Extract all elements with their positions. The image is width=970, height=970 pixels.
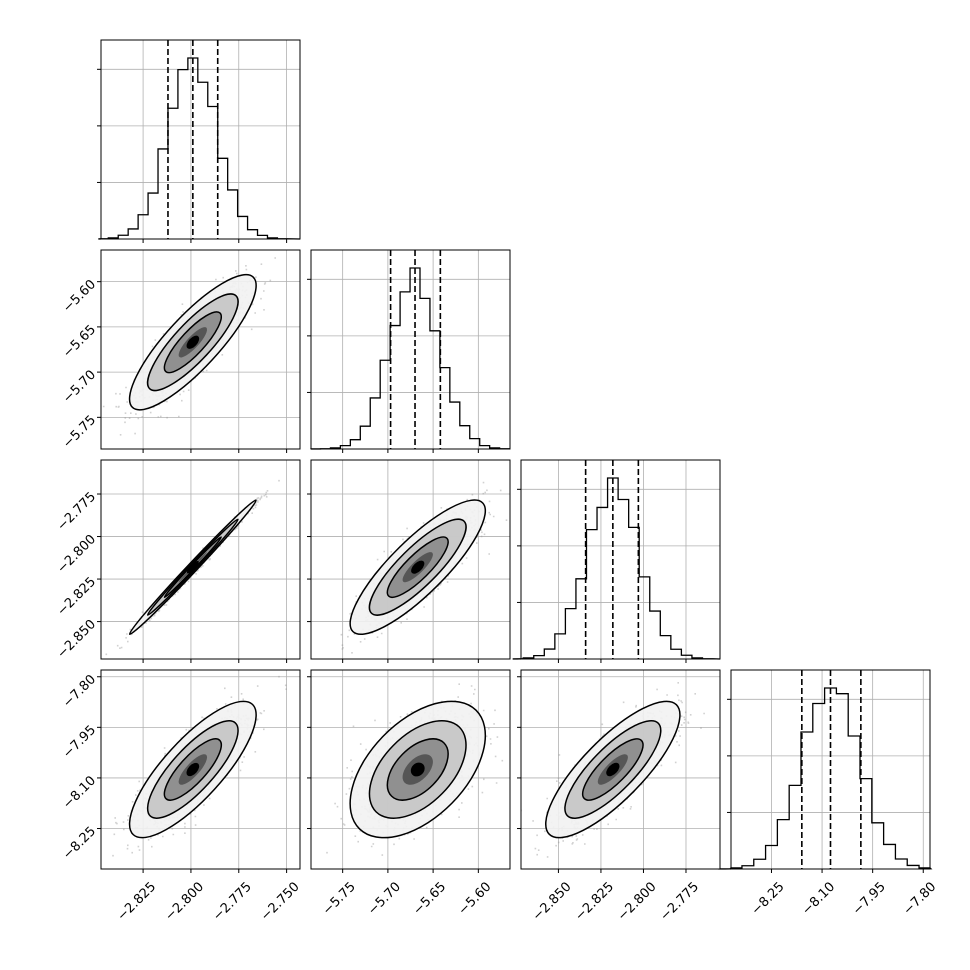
x-tick-label: −2.775 [210,879,255,924]
panel-content [101,460,300,659]
panel-content [521,670,720,869]
y-tick-label: −7.80 [60,672,99,711]
histogram-panel-3 [718,669,933,870]
panel-frame [520,459,721,660]
scatter-panel-3-2 [517,669,721,870]
histogram-panel-2 [512,459,721,663]
panel-frame [100,669,301,870]
density-peak [186,762,200,777]
density-peak [186,560,199,574]
histogram-series [310,267,511,450]
histogram-series [98,57,301,240]
y-tick-label: −5.65 [60,322,99,361]
x-tick-label: −2.800 [162,879,207,924]
density-peak [606,762,620,777]
panel-background [521,460,720,659]
panel-frame [520,669,721,870]
scatter-panel-1-0 [100,249,301,453]
panel-content [311,670,510,869]
y-tick-label: −5.70 [60,368,99,407]
y-tick-label: −5.60 [60,277,99,316]
panel-content [101,250,300,449]
y-tick-label: −5.75 [60,413,99,452]
y-tick-label: −2.825 [54,574,99,619]
x-tick-label: −2.825 [115,879,160,924]
x-tick-label: −2.775 [657,879,702,924]
x-tick-label: −5.75 [320,879,359,918]
scatter-panel-3-1 [307,669,511,870]
y-tick-label: −2.800 [54,532,99,577]
x-tick-label: −5.60 [456,879,495,918]
scatter-panel-2-0 [100,459,301,663]
panel-frame [310,249,511,450]
x-tick-label: −7.80 [901,879,940,918]
density-peak [410,762,425,777]
x-tick-label: −5.65 [410,879,449,918]
y-tick-label: −2.850 [54,617,99,662]
x-tick-label: −7.95 [850,879,889,918]
panel-frame [730,669,931,870]
panel-frame [100,249,301,450]
y-tick-label: −7.95 [60,723,99,762]
x-tick-label: −2.825 [572,879,617,924]
x-tick-label: −2.800 [615,879,660,924]
x-tick-label: −8.25 [749,879,788,918]
y-tick-label: −8.25 [60,824,99,863]
x-tick-label: −2.850 [530,879,575,924]
histogram-series [512,477,721,660]
x-tick-label: −2.750 [258,879,303,924]
panel-frame [100,459,301,660]
histogram-series [718,687,933,870]
density-peak [186,335,200,349]
y-tick-label: −8.10 [60,773,99,812]
scatter-panel-2-1 [307,459,511,663]
y-tick-label: −2.775 [54,489,99,534]
density-peak [411,560,425,574]
histogram-panel-0 [97,39,301,243]
x-tick-label: −5.70 [365,879,404,918]
histogram-panel-1 [307,249,511,453]
panel-background [101,40,300,239]
panel-frame [310,669,511,870]
panel-content [101,670,300,869]
panel-frame [310,459,511,660]
panel-content [311,460,510,659]
panel-frame [100,39,301,240]
scatter-panel-3-0 [100,669,301,870]
x-tick-label: −8.10 [799,879,838,918]
